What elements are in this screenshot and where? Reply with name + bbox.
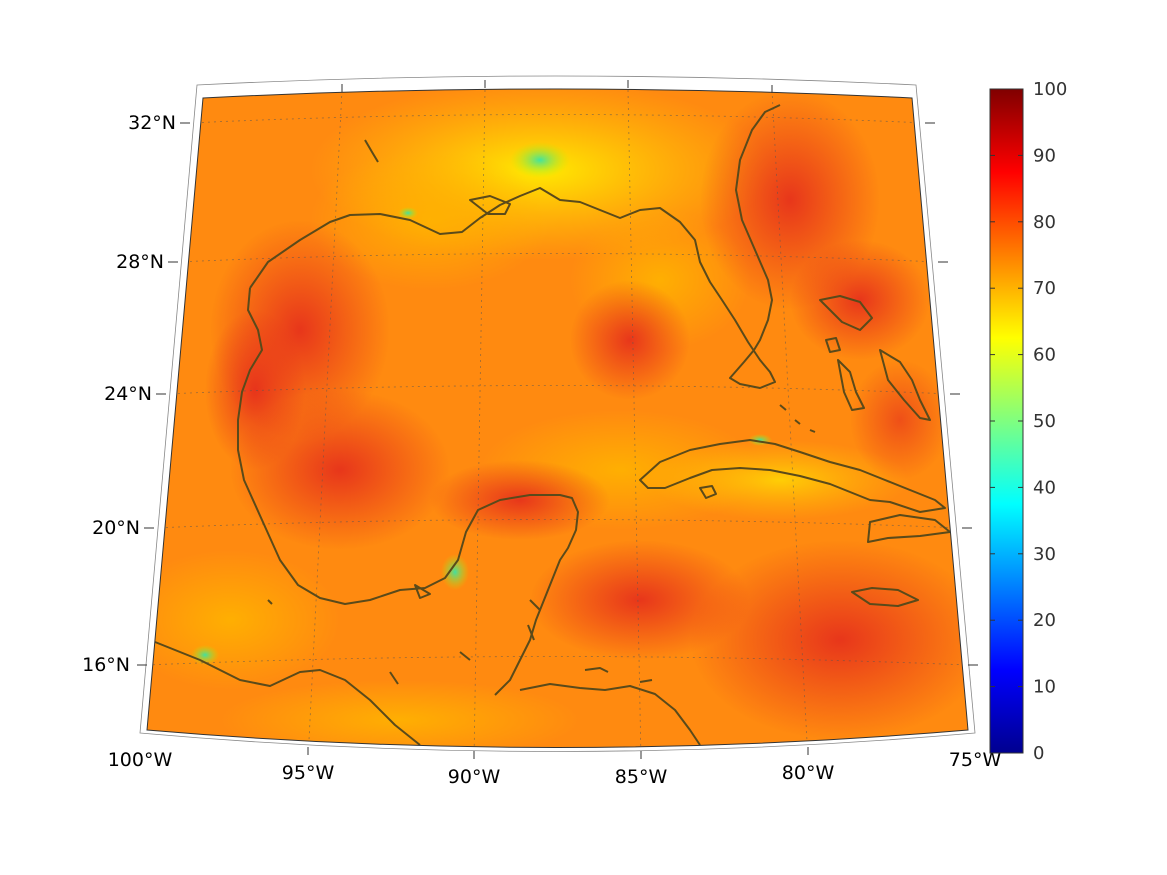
mexico-coastline — [237, 287, 579, 696]
lon-label: 100°W — [108, 749, 173, 771]
lon-label: 75°W — [949, 749, 1002, 771]
colorbar-label: 30 — [1033, 544, 1056, 565]
colorbar-label: 10 — [1033, 677, 1056, 698]
jamaica-island — [851, 587, 919, 607]
lat-label: 24°N — [104, 383, 152, 405]
colorbar-label: 80 — [1033, 212, 1056, 233]
map-frame — [137, 75, 978, 759]
colorbar-label: 20 — [1033, 610, 1056, 631]
lat-label: 32°N — [128, 112, 176, 134]
colorbar-label: 70 — [1033, 278, 1056, 299]
colorbar-label: 90 — [1033, 145, 1056, 166]
latitude-labels: 32°N 28°N 24°N 20°N 16°N — [82, 112, 176, 676]
colorbar-label: 100 — [1033, 79, 1067, 100]
colorbar-label: 50 — [1033, 411, 1056, 432]
lon-label: 85°W — [615, 766, 668, 788]
honduras-coastline — [519, 683, 701, 746]
pacific-coastline — [154, 641, 421, 746]
colorbar-label: 40 — [1033, 477, 1056, 498]
gulf-coastline — [249, 104, 781, 389]
colorbar-ticks — [990, 88, 1023, 754]
graticule — [147, 89, 968, 748]
colorbar-label: 60 — [1033, 345, 1056, 366]
lon-label: 90°W — [448, 766, 501, 788]
lat-label: 16°N — [82, 654, 130, 676]
coastlines — [154, 104, 951, 746]
longitude-labels: 100°W 95°W 90°W 85°W 80°W 75°W — [108, 749, 1002, 788]
colorbar-label: 0 — [1033, 743, 1044, 764]
data-field — [147, 89, 968, 748]
lat-label: 28°N — [116, 251, 164, 273]
colorbar-gradient — [989, 88, 1024, 754]
hispaniola-island — [867, 514, 951, 543]
bahamas-islands — [819, 295, 873, 331]
lon-label: 95°W — [282, 762, 335, 784]
lat-label: 20°N — [92, 517, 140, 539]
cuba-island — [639, 439, 946, 513]
lon-label: 80°W — [782, 762, 835, 784]
isle-of-youth — [699, 485, 717, 499]
